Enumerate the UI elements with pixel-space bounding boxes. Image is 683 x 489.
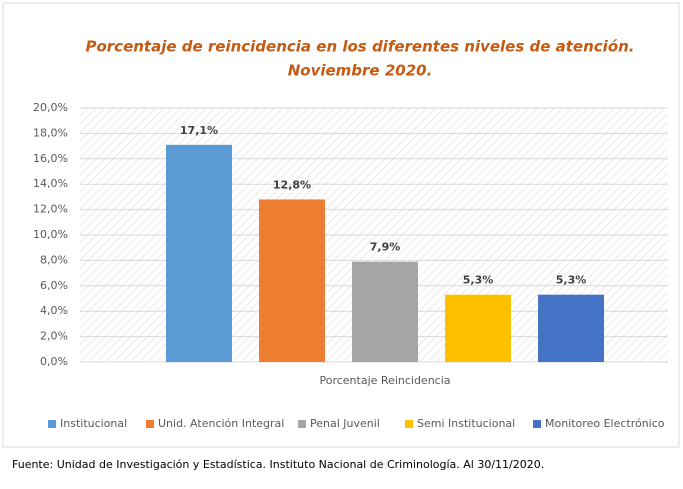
data-label: 5,3% bbox=[463, 274, 494, 287]
y-tick-label: 20,0% bbox=[33, 101, 68, 114]
data-label: 17,1% bbox=[180, 124, 218, 137]
legend-swatch bbox=[405, 420, 413, 428]
legend-swatch bbox=[533, 420, 541, 428]
chart-border bbox=[2, 2, 680, 448]
chart-title: Porcentaje de reincidencia en los difere… bbox=[85, 38, 634, 56]
y-tick-label: 6,0% bbox=[40, 279, 68, 292]
legend-label: Institucional bbox=[60, 417, 127, 430]
source-note: Fuente: Unidad de Investigación y Estadí… bbox=[12, 458, 544, 471]
y-tick-label: 12,0% bbox=[33, 203, 68, 216]
y-tick-label: 10,0% bbox=[33, 228, 68, 241]
data-label: 5,3% bbox=[556, 274, 587, 287]
y-tick-label: 16,0% bbox=[33, 152, 68, 165]
legend-swatch bbox=[298, 420, 306, 428]
legend-label: Penal Juvenil bbox=[310, 417, 380, 430]
y-tick-label: 14,0% bbox=[33, 177, 68, 190]
legend-swatch bbox=[48, 420, 56, 428]
legend-swatch bbox=[146, 420, 154, 428]
y-tick-label: 8,0% bbox=[40, 253, 68, 266]
x-tick-label: Porcentaje Reincidencia bbox=[319, 374, 450, 387]
bar bbox=[538, 294, 604, 362]
legend-label: Unid. Atención Integral bbox=[158, 417, 284, 430]
chart-title: Noviembre 2020. bbox=[288, 62, 433, 80]
legend-label: Monitoreo Electrónico bbox=[545, 417, 665, 430]
y-tick-label: 18,0% bbox=[33, 126, 68, 139]
bar bbox=[352, 261, 418, 362]
y-tick-label: 4,0% bbox=[40, 304, 68, 317]
y-tick-label: 2,0% bbox=[40, 330, 68, 343]
bar bbox=[259, 199, 325, 362]
bar bbox=[445, 294, 511, 362]
data-label: 12,8% bbox=[273, 178, 311, 191]
bar bbox=[166, 144, 232, 362]
legend-label: Semi Institucional bbox=[417, 417, 515, 430]
y-tick-label: 0,0% bbox=[40, 355, 68, 368]
data-label: 7,9% bbox=[370, 241, 401, 254]
